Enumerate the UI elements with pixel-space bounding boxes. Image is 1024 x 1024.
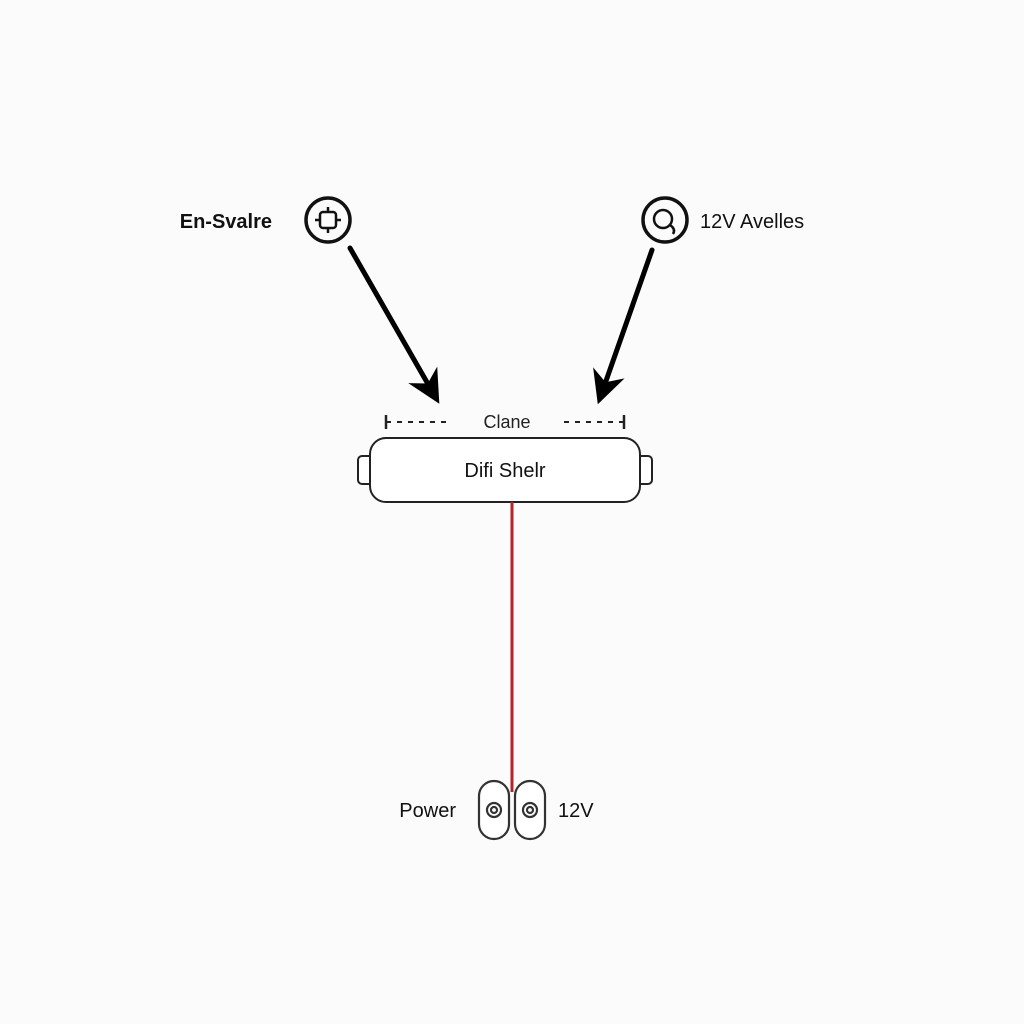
left-source-label: En-Svalre (180, 211, 272, 233)
dimension-line: Clane (386, 412, 624, 432)
left-source-icon (306, 198, 350, 242)
power-switch-label: Power (399, 800, 456, 822)
dimension-label: Clane (483, 412, 530, 432)
power-switch-icon (479, 781, 509, 839)
arrow-right-icon (600, 250, 652, 398)
arrow-left-icon (350, 248, 436, 398)
12v-switch-icon (515, 781, 545, 839)
12v-switch-label: 12V (558, 800, 594, 822)
diffuser-box-label: Difi Shelr (464, 460, 545, 482)
right-source-icon (643, 198, 687, 242)
right-source-label: 12V Avelles (700, 211, 804, 233)
diffuser-box: Difi Shelr (358, 438, 652, 502)
wiring-diagram: En-Svalre 12V Avelles Clane Difi Shelr P… (0, 0, 1024, 1024)
